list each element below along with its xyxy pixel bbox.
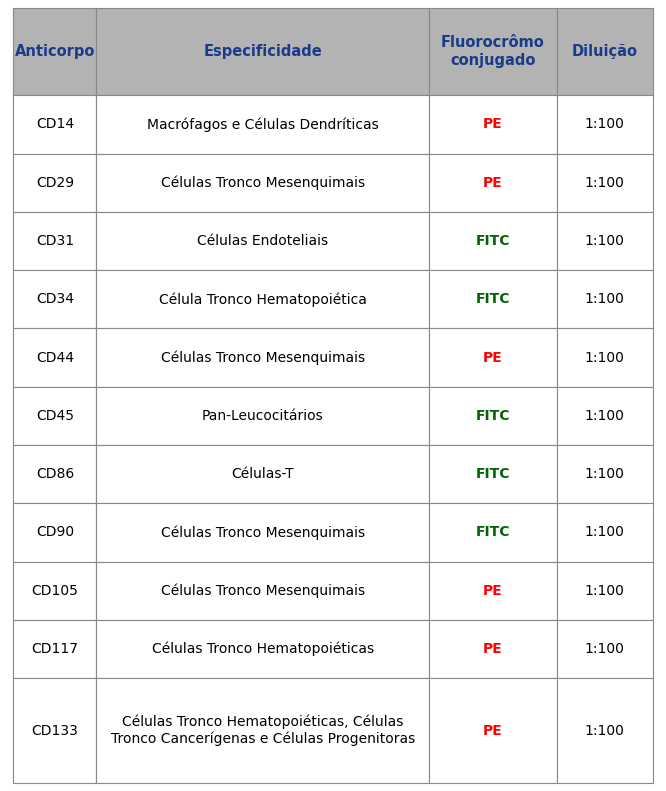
Text: 1:100: 1:100 bbox=[585, 409, 625, 423]
Text: CD133: CD133 bbox=[31, 724, 79, 738]
Bar bbox=[429, 620, 557, 678]
Bar bbox=[557, 212, 653, 271]
Bar bbox=[97, 8, 429, 96]
Bar bbox=[429, 8, 557, 96]
Text: 1:100: 1:100 bbox=[585, 118, 625, 131]
Bar bbox=[13, 328, 97, 387]
Text: CD34: CD34 bbox=[36, 293, 74, 306]
Text: PE: PE bbox=[483, 350, 503, 365]
Text: FITC: FITC bbox=[476, 409, 510, 423]
Bar bbox=[557, 503, 653, 562]
Bar bbox=[13, 678, 97, 783]
Text: 1:100: 1:100 bbox=[585, 350, 625, 365]
Text: PE: PE bbox=[483, 724, 503, 738]
Bar bbox=[557, 153, 653, 212]
Text: PE: PE bbox=[483, 176, 503, 190]
Text: Macrófagos e Células Dendríticas: Macrófagos e Células Dendríticas bbox=[147, 117, 378, 132]
Text: PE: PE bbox=[483, 642, 503, 656]
Bar bbox=[429, 153, 557, 212]
Text: Células Tronco Mesenquimais: Células Tronco Mesenquimais bbox=[161, 584, 365, 598]
Bar bbox=[429, 212, 557, 271]
Bar bbox=[557, 96, 653, 153]
Text: 1:100: 1:100 bbox=[585, 724, 625, 738]
Text: Fluorocrômo
conjugado: Fluorocrômo conjugado bbox=[441, 36, 545, 68]
Text: Células Tronco Hematopoiéticas, Células
Tronco Cancerígenas e Células Progenitor: Células Tronco Hematopoiéticas, Células … bbox=[111, 715, 415, 746]
Text: Pan-Leucocitários: Pan-Leucocitários bbox=[202, 409, 324, 423]
Text: PE: PE bbox=[483, 584, 503, 598]
Text: FITC: FITC bbox=[476, 234, 510, 248]
Bar bbox=[13, 153, 97, 212]
Text: CD44: CD44 bbox=[36, 350, 74, 365]
Text: CD14: CD14 bbox=[36, 118, 74, 131]
Text: CD29: CD29 bbox=[36, 176, 74, 190]
Bar bbox=[429, 387, 557, 445]
Bar bbox=[557, 387, 653, 445]
Text: 1:100: 1:100 bbox=[585, 234, 625, 248]
Bar bbox=[429, 503, 557, 562]
Bar bbox=[557, 562, 653, 620]
Bar bbox=[97, 620, 429, 678]
Text: Células Tronco Mesenquimais: Células Tronco Mesenquimais bbox=[161, 525, 365, 539]
Text: Células-T: Células-T bbox=[231, 467, 294, 481]
Text: CD105: CD105 bbox=[31, 584, 79, 598]
Bar bbox=[429, 678, 557, 783]
Text: FITC: FITC bbox=[476, 467, 510, 481]
Text: Células Tronco Mesenquimais: Células Tronco Mesenquimais bbox=[161, 350, 365, 365]
Bar bbox=[97, 96, 429, 153]
Bar bbox=[97, 503, 429, 562]
Bar bbox=[13, 212, 97, 271]
Bar bbox=[13, 96, 97, 153]
Bar bbox=[13, 620, 97, 678]
Text: 1:100: 1:100 bbox=[585, 467, 625, 481]
Bar bbox=[557, 271, 653, 328]
Bar bbox=[429, 96, 557, 153]
Text: 1:100: 1:100 bbox=[585, 176, 625, 190]
Bar bbox=[97, 445, 429, 503]
Text: Diluição: Diluição bbox=[571, 44, 638, 59]
Bar bbox=[97, 328, 429, 387]
Text: FITC: FITC bbox=[476, 293, 510, 306]
Text: 1:100: 1:100 bbox=[585, 293, 625, 306]
Bar bbox=[429, 328, 557, 387]
Text: CD31: CD31 bbox=[36, 234, 74, 248]
Text: 1:100: 1:100 bbox=[585, 584, 625, 598]
Text: Células Endoteliais: Células Endoteliais bbox=[197, 234, 328, 248]
Bar bbox=[557, 328, 653, 387]
Text: 1:100: 1:100 bbox=[585, 525, 625, 539]
Bar bbox=[557, 445, 653, 503]
Bar bbox=[429, 271, 557, 328]
Bar bbox=[429, 562, 557, 620]
Text: CD90: CD90 bbox=[36, 525, 74, 539]
Text: CD117: CD117 bbox=[31, 642, 79, 656]
Bar bbox=[13, 387, 97, 445]
Bar bbox=[97, 387, 429, 445]
Bar bbox=[13, 503, 97, 562]
Text: CD86: CD86 bbox=[36, 467, 74, 481]
Bar bbox=[429, 445, 557, 503]
Text: CD45: CD45 bbox=[36, 409, 74, 423]
Bar bbox=[97, 271, 429, 328]
Bar bbox=[13, 8, 97, 96]
Bar bbox=[13, 445, 97, 503]
Bar bbox=[97, 562, 429, 620]
Bar bbox=[97, 678, 429, 783]
Text: Especificidade: Especificidade bbox=[203, 44, 322, 59]
Bar bbox=[13, 562, 97, 620]
Text: Células Tronco Hematopoiéticas: Células Tronco Hematopoiéticas bbox=[152, 642, 374, 657]
Bar bbox=[557, 8, 653, 96]
Bar bbox=[97, 153, 429, 212]
Bar bbox=[13, 271, 97, 328]
Text: Célula Tronco Hematopoiética: Célula Tronco Hematopoiética bbox=[159, 292, 366, 307]
Bar bbox=[97, 212, 429, 271]
Text: FITC: FITC bbox=[476, 525, 510, 539]
Text: Células Tronco Mesenquimais: Células Tronco Mesenquimais bbox=[161, 176, 365, 190]
Text: Anticorpo: Anticorpo bbox=[15, 44, 95, 59]
Text: PE: PE bbox=[483, 118, 503, 131]
Bar bbox=[557, 678, 653, 783]
Bar bbox=[557, 620, 653, 678]
Text: 1:100: 1:100 bbox=[585, 642, 625, 656]
